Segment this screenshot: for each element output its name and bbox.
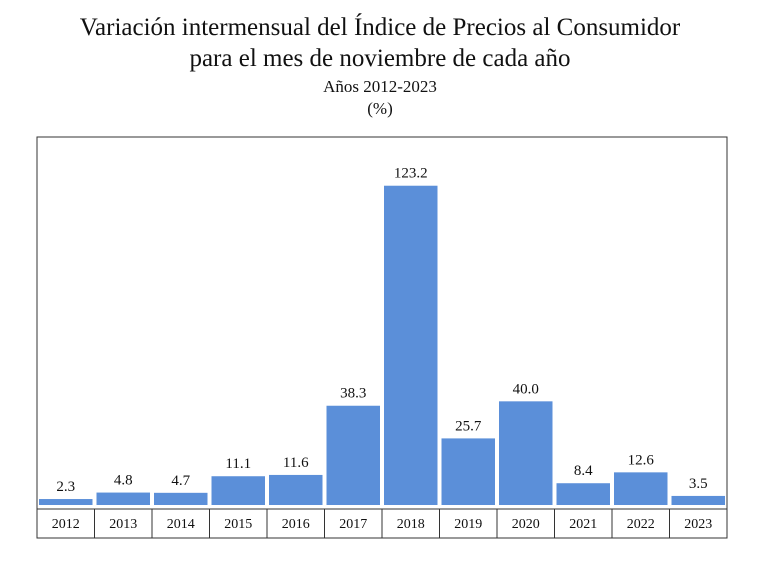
value-label-2013: 4.8 — [114, 473, 133, 489]
category-label-2021: 2021 — [569, 517, 597, 532]
bar-2016 — [269, 474, 323, 505]
value-label-2014: 4.7 — [171, 473, 190, 489]
value-label-2018: 123.2 — [394, 166, 428, 182]
category-label-2015: 2015 — [224, 517, 252, 532]
chart-period: Años 2012-2023 — [323, 77, 437, 96]
category-label-2013: 2013 — [109, 517, 137, 532]
value-label-2019: 25.7 — [455, 418, 482, 434]
bar-2019 — [441, 438, 495, 505]
category-label-2018: 2018 — [397, 517, 425, 532]
chart-title-block: Variación intermensual del Índice de Pre… — [0, 12, 760, 120]
bar-2022 — [614, 472, 668, 505]
category-label-2017: 2017 — [339, 517, 367, 532]
category-label-2014: 2014 — [167, 517, 195, 532]
bar-2017 — [326, 405, 380, 505]
category-table: 2012 2013 2014 2015 2016 2017 2018 2019 2020 2021… — [36, 508, 728, 539]
value-label-2022: 12.6 — [628, 452, 655, 468]
value-label-2015: 11.1 — [225, 456, 251, 472]
bar-2021 — [556, 483, 610, 505]
value-label-2012: 2.3 — [56, 479, 75, 495]
category-label-2023: 2023 — [684, 517, 712, 532]
bar-2015 — [211, 476, 265, 505]
plot-frame — [36, 136, 728, 510]
value-label-2020: 40.0 — [513, 381, 539, 397]
bar-2012 — [39, 499, 93, 505]
value-label-2017: 38.3 — [340, 386, 366, 402]
category-label-2020: 2020 — [512, 517, 540, 532]
category-label-2012: 2012 — [52, 517, 80, 532]
bars-group: 2.3 4.8 4.7 11.1 11.6 38.3 123.2 25.7 40.0 8.4 12.… — [39, 166, 725, 505]
bar-2013 — [96, 492, 150, 505]
bar-2020 — [499, 401, 553, 505]
category-label-2016: 2016 — [282, 517, 310, 532]
chart-unit: (%) — [367, 99, 393, 118]
bar-2018 — [384, 185, 438, 505]
category-label-2022: 2022 — [627, 517, 655, 532]
category-label-2019: 2019 — [454, 517, 482, 532]
value-label-2016: 11.6 — [283, 455, 309, 471]
value-label-2023: 3.5 — [689, 476, 708, 492]
value-label-2021: 8.4 — [574, 463, 593, 479]
bar-2023 — [671, 495, 725, 505]
chart-subtitle: para el mes de noviembre de cada año — [189, 45, 571, 72]
bar-2014 — [154, 492, 208, 505]
chart-title: Variación intermensual del Índice de Pre… — [79, 14, 681, 41]
